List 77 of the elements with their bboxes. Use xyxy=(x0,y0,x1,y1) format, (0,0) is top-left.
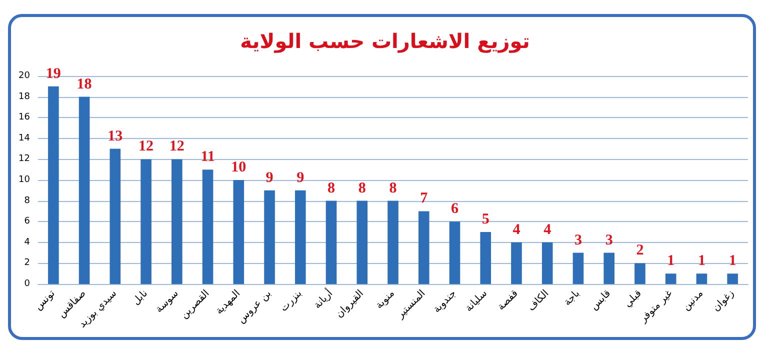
x-tick-label: الكاف xyxy=(526,288,552,314)
bar xyxy=(294,190,306,284)
data-label: 5 xyxy=(482,212,490,228)
x-tick-label: سليانة xyxy=(463,288,490,314)
bar xyxy=(418,211,430,284)
bar xyxy=(326,200,337,284)
y-tick-label: 16 xyxy=(18,112,30,123)
data-label: 12 xyxy=(138,138,154,155)
data-label: 1 xyxy=(698,253,706,270)
data-label: 7 xyxy=(420,190,428,207)
x-tick-label: جندوبة xyxy=(431,288,459,316)
x-tick-label: نابل xyxy=(130,288,150,308)
data-label: 19 xyxy=(46,66,61,82)
x-tick-label: المهدية xyxy=(214,288,243,317)
y-tick-label: 8 xyxy=(24,196,30,206)
y-tick-label: 10 xyxy=(18,175,30,185)
y-tick-label: 4 xyxy=(24,237,30,248)
bar xyxy=(604,252,614,284)
data-label: 4 xyxy=(544,222,552,238)
y-tick-label: 14 xyxy=(18,133,30,144)
bar xyxy=(480,232,492,284)
bar xyxy=(388,200,398,284)
data-label: 9 xyxy=(296,170,304,186)
x-tick-label: سوسة xyxy=(154,288,181,316)
x-tick-label: بنزرت xyxy=(278,288,304,314)
data-label: 3 xyxy=(605,232,613,248)
data-label: 18 xyxy=(76,76,92,92)
data-label: 11 xyxy=(200,149,215,166)
x-tick-label: قفصة xyxy=(496,288,521,313)
x-tick-label: تونس xyxy=(32,288,58,312)
data-label: 3 xyxy=(574,232,582,248)
y-tick-label: 20 xyxy=(18,71,30,81)
y-tick-label: 18 xyxy=(18,92,30,102)
bar xyxy=(264,190,275,284)
bar xyxy=(696,274,708,284)
data-label: 13 xyxy=(108,128,123,144)
data-label: 6 xyxy=(450,201,459,218)
bar xyxy=(542,242,553,284)
bar xyxy=(727,274,738,284)
bar xyxy=(511,242,522,284)
x-tick-label: مدنين xyxy=(680,288,706,313)
chart-title: توزيع الاشعارات حسب الولاية xyxy=(240,29,530,53)
data-label: 2 xyxy=(636,242,644,259)
bar xyxy=(233,180,244,284)
data-label: 1 xyxy=(728,253,736,270)
bar xyxy=(572,252,584,284)
x-tick-label: أريانة xyxy=(310,286,336,312)
data-label: 8 xyxy=(358,180,366,196)
bar xyxy=(356,200,368,284)
data-label: 9 xyxy=(266,170,274,186)
bar xyxy=(202,170,214,284)
data-label: 8 xyxy=(389,180,397,196)
x-tick-label: قبلي xyxy=(622,288,644,310)
x-tick-label: زغوان xyxy=(710,288,737,314)
x-tick-label: قابس xyxy=(588,288,614,312)
bar xyxy=(449,222,460,284)
bar xyxy=(78,96,90,284)
x-tick-label: باجة xyxy=(562,288,582,308)
data-label: 1 xyxy=(667,253,675,270)
x-tick-label: القصرين xyxy=(178,288,212,321)
x-tick-label: القيروان xyxy=(334,288,366,320)
data-label: 10 xyxy=(231,160,246,176)
y-tick-label: 12 xyxy=(18,154,30,164)
data-label: 4 xyxy=(512,222,521,238)
data-label: 8 xyxy=(328,180,336,196)
x-tick-label: منوبة xyxy=(374,288,397,312)
bar xyxy=(110,148,121,284)
bar xyxy=(665,274,676,284)
bar xyxy=(634,263,646,284)
y-tick-label: 6 xyxy=(24,216,30,227)
bar xyxy=(140,159,152,284)
x-tick-label: المنستير xyxy=(394,288,428,322)
y-tick-label: 0 xyxy=(24,279,30,289)
y-tick-label: 2 xyxy=(24,258,30,268)
data-label: 12 xyxy=(169,138,184,155)
bar xyxy=(48,86,59,284)
bar xyxy=(172,159,182,284)
